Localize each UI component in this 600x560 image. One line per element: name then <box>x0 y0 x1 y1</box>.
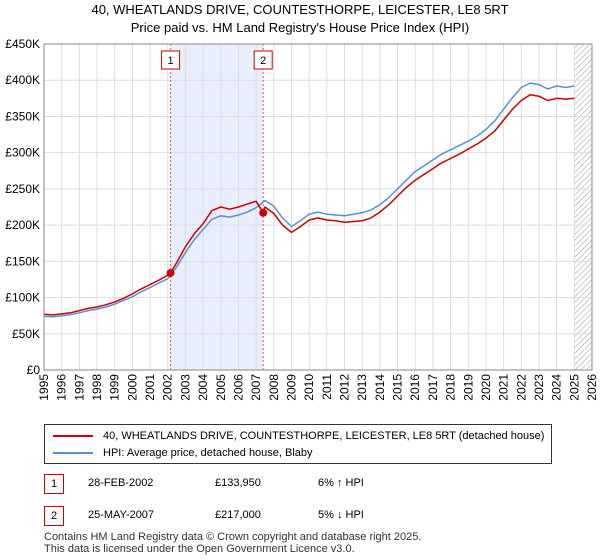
x-tick-label: 2020 <box>479 374 493 401</box>
x-tick-label: 2016 <box>408 374 422 401</box>
legend-label-hpi: HPI: Average price, detached house, Blab… <box>103 447 313 459</box>
x-tick-label: 2013 <box>355 374 369 401</box>
x-tick-label: 2012 <box>338 374 352 401</box>
x-tick-label: 1998 <box>90 374 104 401</box>
transaction-hpi-diff: 6% ↑ HPI <box>318 477 364 489</box>
y-tick-label: £450K <box>5 37 40 51</box>
series-line-property <box>43 93 575 316</box>
x-tick-label: 2004 <box>196 374 210 401</box>
transaction-marker-badge: 2 <box>44 506 64 526</box>
footer-copyright: Contains HM Land Registry data © Crown c… <box>44 531 422 543</box>
sale-point <box>166 268 175 277</box>
x-tick-label: 2011 <box>320 374 334 400</box>
x-tick-label: 2002 <box>161 374 175 401</box>
x-tick-label: 2007 <box>249 374 263 401</box>
legend-label-property: 40, WHEATLANDS DRIVE, COUNTESTHORPE, LEI… <box>103 430 545 442</box>
footer-licence: This data is licensed under the Open Gov… <box>44 543 355 555</box>
x-tick-label: 2019 <box>461 374 475 401</box>
sale-point <box>259 208 268 217</box>
transaction-price: £133,950 <box>215 477 261 489</box>
x-tick-label: 2005 <box>214 374 228 401</box>
x-tick-label: 2021 <box>497 374 511 401</box>
price-chart: £0 £50K £100K £150K £200K £250K £300K £350K £400… <box>5 37 599 401</box>
ownership-period-band <box>170 44 264 370</box>
y-tick-label: £400K <box>5 73 40 87</box>
sale-marker-badge <box>161 50 181 70</box>
transaction-marker-badge: 1 <box>44 474 64 494</box>
x-tick-label: 1995 <box>37 374 51 401</box>
x-tick-label: 2015 <box>391 374 405 401</box>
x-tick-label: 2025 <box>567 374 581 401</box>
forecast-hatch-area <box>574 44 592 370</box>
x-tick-label: 2009 <box>284 374 298 401</box>
plot-frame <box>43 43 593 371</box>
x-tick-label: 2008 <box>267 374 281 401</box>
y-tick-label: £200K <box>5 218 40 232</box>
y-tick-label: £100K <box>5 291 40 305</box>
x-tick-label: 2023 <box>532 374 546 401</box>
x-tick-label: 2017 <box>426 374 440 401</box>
plot-area <box>44 44 592 370</box>
x-tick-label: 2003 <box>178 374 192 401</box>
y-tick-label: £50K <box>12 327 40 341</box>
y-tick-label: £150K <box>5 254 40 268</box>
sale-marker-label: 2 <box>260 55 266 67</box>
x-tick-label: 2014 <box>373 374 387 401</box>
x-tick-label: 1999 <box>108 374 122 401</box>
legend-item-hpi: HPI: Average price, detached house, Blab… <box>53 446 313 460</box>
transaction-date: 25-MAY-2007 <box>88 509 155 521</box>
chart-subtitle: Price paid vs. HM Land Registry's House … <box>130 20 470 35</box>
y-tick-label: £0 <box>27 363 41 377</box>
legend-item-property: 40, WHEATLANDS DRIVE, COUNTESTHORPE, LEI… <box>53 429 544 443</box>
transaction-hpi-diff: 5% ↓ HPI <box>318 509 364 521</box>
legend: 40, WHEATLANDS DRIVE, COUNTESTHORPE, LEI… <box>44 424 552 464</box>
x-tick-label: 2000 <box>125 374 139 401</box>
series-line-hpi <box>43 82 575 318</box>
x-tick-label: 1996 <box>55 374 69 401</box>
x-tick-label: 2022 <box>514 374 528 401</box>
x-tick-label: 2010 <box>302 374 316 401</box>
sale-marker-badge <box>253 50 273 70</box>
x-tick-label: 2018 <box>444 374 458 401</box>
y-tick-label: £250K <box>5 182 40 196</box>
y-tick-label: £300K <box>5 146 40 160</box>
x-tick-label: 2024 <box>550 374 564 401</box>
transaction-price: £217,000 <box>215 509 261 521</box>
y-tick-label: £350K <box>5 109 40 123</box>
legend-swatch-property <box>53 435 93 437</box>
x-tick-label: 2026 <box>585 374 599 401</box>
x-tick-label: 2001 <box>143 374 157 401</box>
transaction-date: 28-FEB-2002 <box>88 477 154 489</box>
legend-swatch-hpi <box>53 452 93 454</box>
x-tick-label: 1997 <box>72 374 86 401</box>
sale-marker-label: 1 <box>168 55 174 67</box>
chart-title: 40, WHEATLANDS DRIVE, COUNTESTHORPE, LEI… <box>91 2 509 17</box>
x-tick-label: 2006 <box>231 374 245 401</box>
